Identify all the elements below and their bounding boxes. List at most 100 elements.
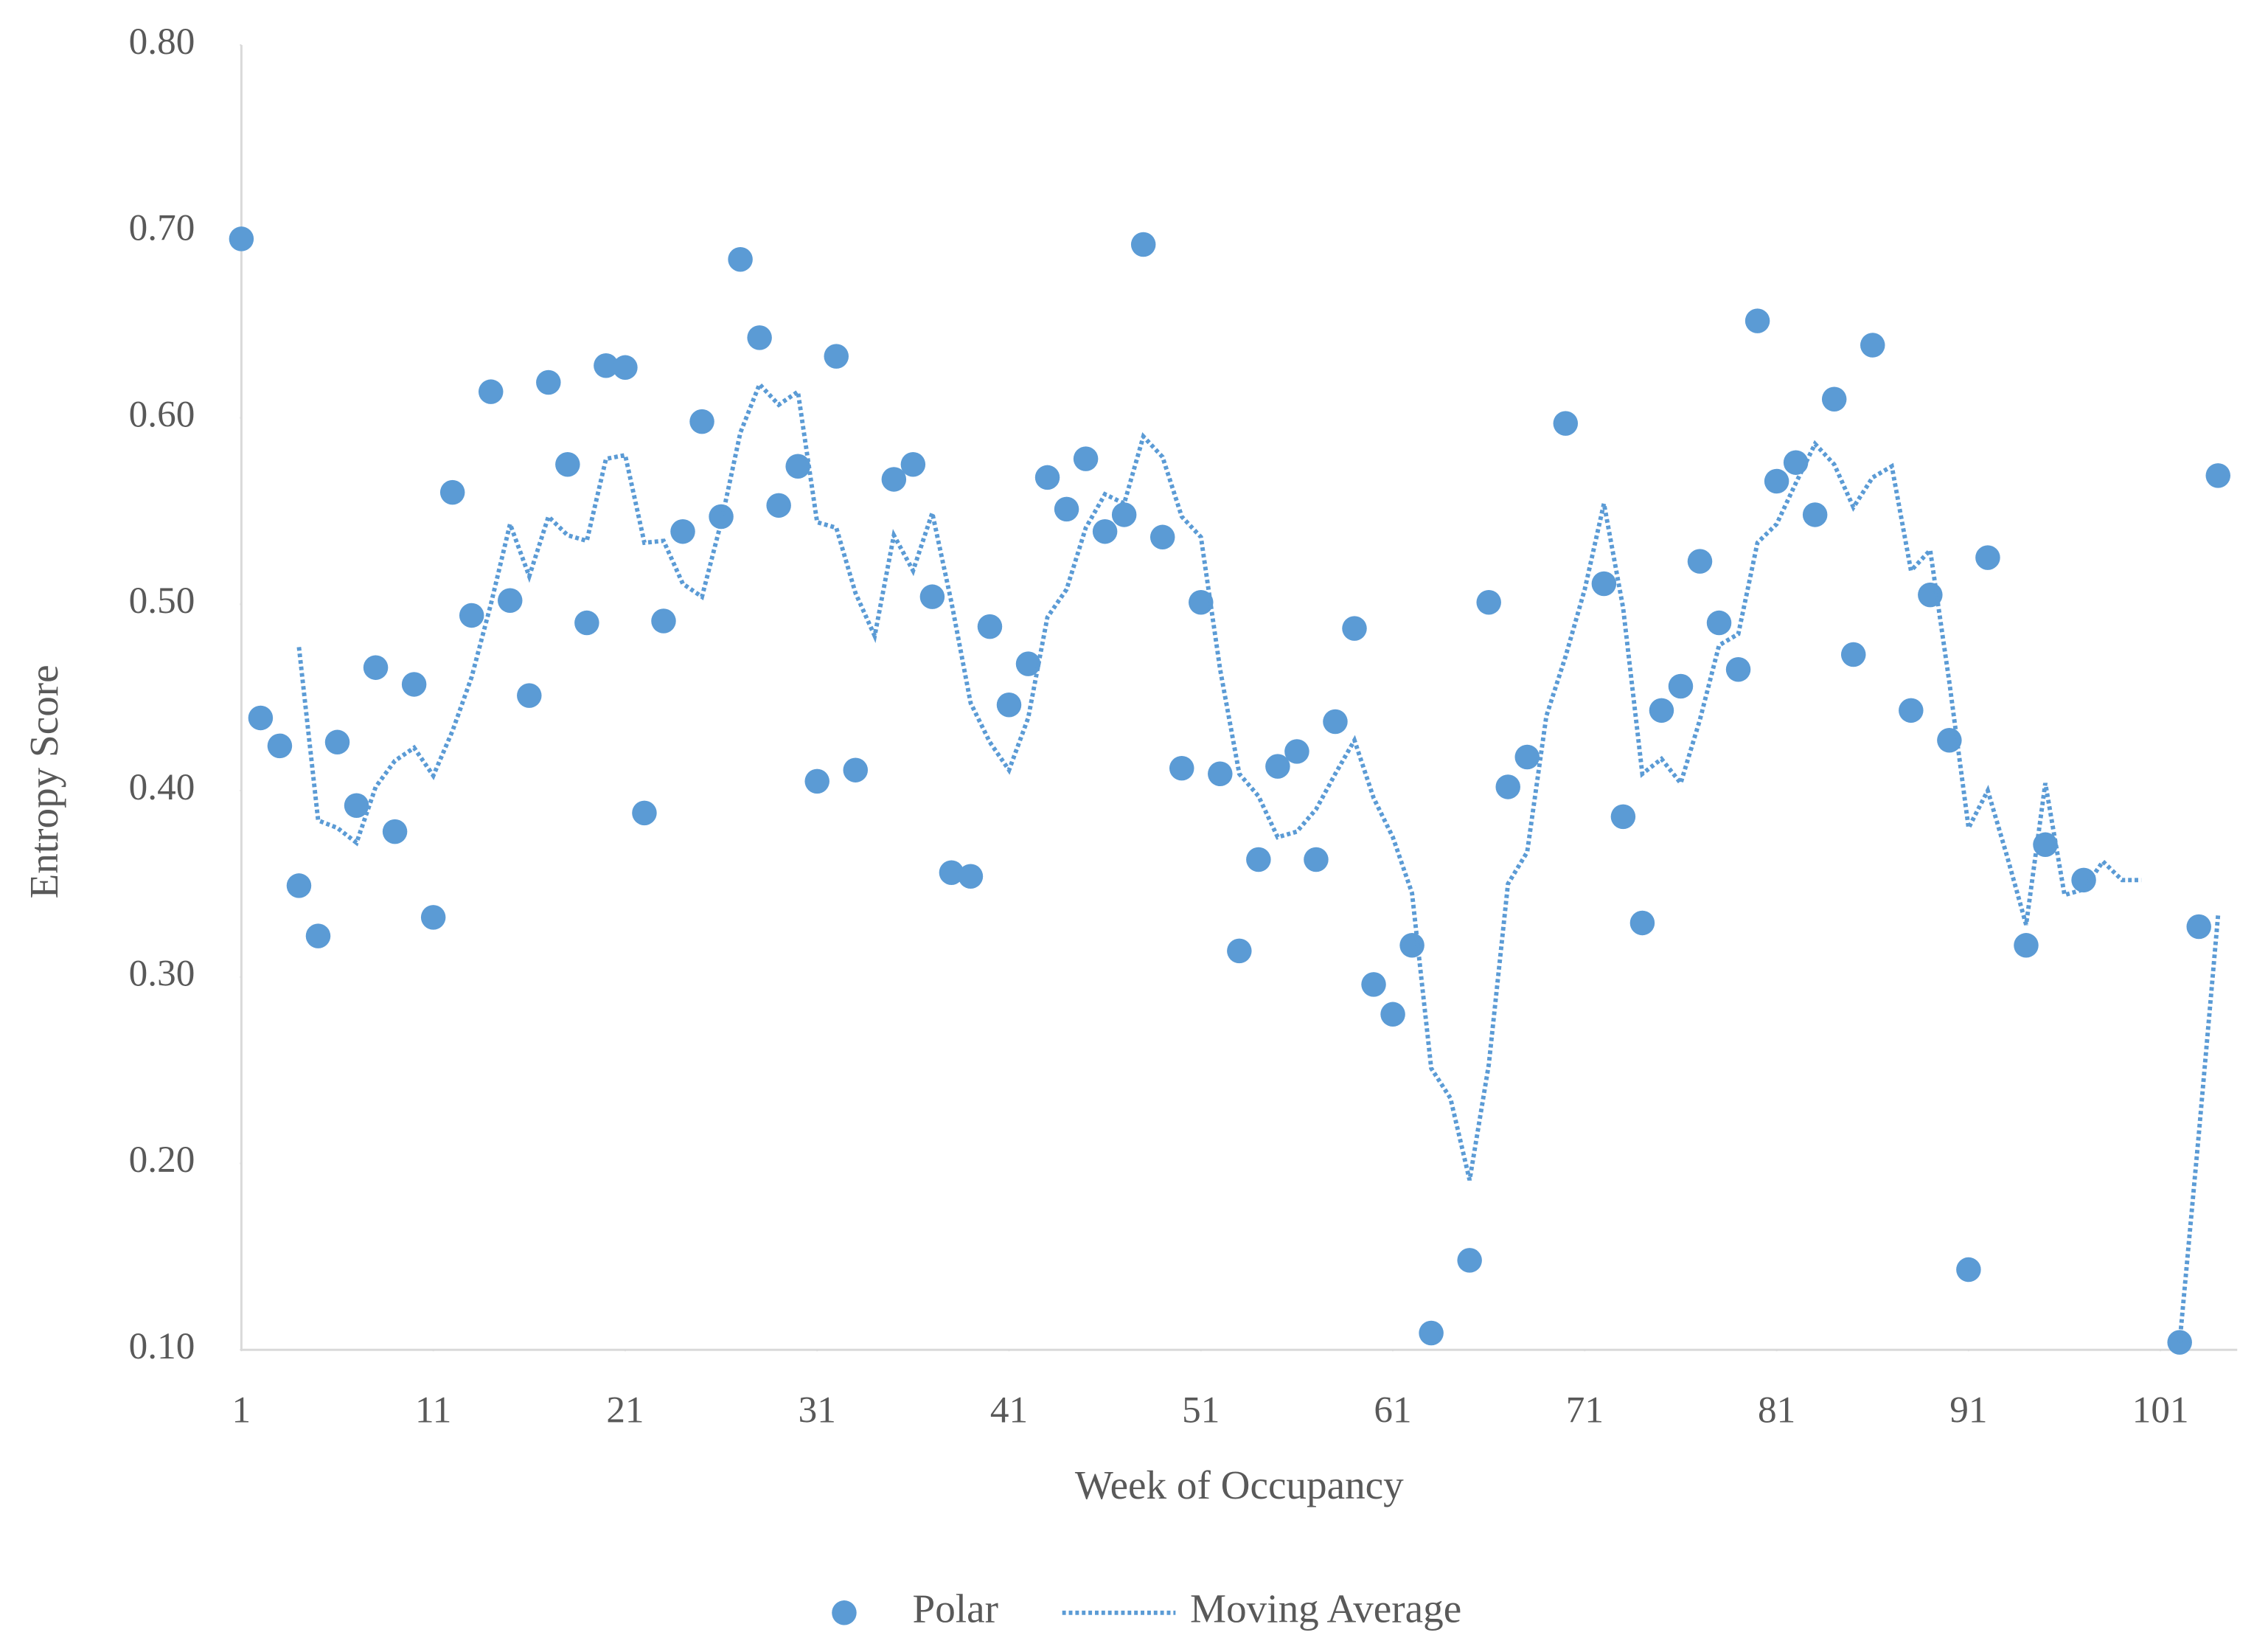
data-point xyxy=(1802,502,1828,527)
data-point xyxy=(1457,1248,1482,1273)
data-point xyxy=(1092,518,1118,544)
data-point xyxy=(1899,698,1924,723)
data-point xyxy=(958,864,984,889)
data-point xyxy=(1764,468,1789,494)
data-point xyxy=(651,608,676,634)
data-point xyxy=(1323,709,1348,735)
data-point xyxy=(1840,642,1866,667)
data-point xyxy=(1304,847,1329,872)
data-point xyxy=(843,757,869,782)
legend-label: Moving Average xyxy=(1190,1586,1461,1631)
data-point xyxy=(420,905,446,930)
data-point xyxy=(996,693,1022,718)
data-point xyxy=(1130,232,1156,257)
data-point xyxy=(632,800,657,826)
data-point xyxy=(555,451,580,477)
data-point xyxy=(305,923,331,948)
data-point xyxy=(1495,774,1520,799)
data-point xyxy=(1189,590,1214,615)
data-point xyxy=(804,768,829,794)
data-point xyxy=(824,344,849,369)
data-point xyxy=(613,355,638,381)
data-point xyxy=(1514,744,1540,770)
data-point xyxy=(1668,673,1694,699)
data-point xyxy=(498,588,523,613)
data-point xyxy=(1821,386,1847,412)
y-tick-label: 0.70 xyxy=(129,207,195,249)
data-point xyxy=(1054,496,1079,522)
data-point xyxy=(728,246,753,272)
data-point xyxy=(1687,549,1713,574)
data-point xyxy=(2033,832,2058,858)
y-tick-label: 0.60 xyxy=(129,393,195,435)
data-point xyxy=(229,226,254,251)
y-tick-label: 0.10 xyxy=(129,1325,195,1367)
data-point xyxy=(1706,610,1732,636)
data-point xyxy=(1956,1257,1981,1283)
data-point xyxy=(401,672,427,697)
data-point xyxy=(1169,755,1194,781)
y-axis-title: Entropy Score xyxy=(21,664,66,898)
data-point xyxy=(1246,847,1271,872)
y-tick-label: 0.50 xyxy=(129,580,195,622)
data-point xyxy=(2071,867,2096,893)
data-point xyxy=(459,603,484,628)
data-point xyxy=(344,793,369,818)
x-tick-label: 71 xyxy=(1566,1389,1604,1431)
data-point xyxy=(670,518,695,544)
x-tick-label: 41 xyxy=(990,1389,1028,1431)
x-tick-label: 81 xyxy=(1758,1389,1795,1431)
data-point xyxy=(747,325,772,350)
data-point xyxy=(1419,1320,1444,1346)
data-point xyxy=(1918,582,1943,608)
data-point xyxy=(2205,463,2231,488)
x-tick-label: 1 xyxy=(232,1389,251,1431)
data-point xyxy=(439,479,465,505)
data-point xyxy=(2186,914,2211,940)
data-point xyxy=(1745,308,1770,333)
data-point xyxy=(785,454,810,479)
data-point xyxy=(900,451,926,477)
data-point xyxy=(1610,804,1636,830)
data-point xyxy=(478,379,504,404)
y-tick-label: 0.40 xyxy=(129,766,195,808)
data-point xyxy=(1783,450,1809,475)
data-point xyxy=(1975,545,2000,570)
y-tick-label: 0.80 xyxy=(129,21,195,63)
data-point xyxy=(1553,411,1579,436)
data-point xyxy=(2014,933,2039,958)
data-point xyxy=(286,873,312,898)
data-point xyxy=(709,504,734,530)
data-point xyxy=(1649,698,1674,723)
x-tick-label: 101 xyxy=(2132,1389,2189,1431)
data-point xyxy=(267,733,293,759)
data-point xyxy=(939,860,964,885)
data-point xyxy=(1380,1002,1405,1027)
y-tick-label: 0.20 xyxy=(129,1139,195,1181)
x-tick-label: 21 xyxy=(606,1389,644,1431)
data-point xyxy=(1034,465,1060,490)
data-point xyxy=(1149,524,1175,550)
moving-average-line xyxy=(296,380,2221,1343)
data-point xyxy=(248,705,274,731)
x-tick-label: 11 xyxy=(415,1389,451,1431)
data-point xyxy=(517,683,542,708)
x-tick-label: 31 xyxy=(799,1389,836,1431)
data-point xyxy=(1265,754,1290,779)
data-point xyxy=(1208,761,1233,787)
x-tick-label: 51 xyxy=(1182,1389,1220,1431)
data-point xyxy=(1361,972,1386,997)
data-point xyxy=(1860,333,1885,358)
data-point xyxy=(574,610,599,636)
data-point xyxy=(1227,938,1252,964)
data-point xyxy=(766,493,791,518)
x-tick-label: 91 xyxy=(1949,1389,1987,1431)
data-point xyxy=(689,409,714,434)
data-point xyxy=(536,369,561,395)
y-tick-label: 0.30 xyxy=(129,952,195,994)
data-point xyxy=(1111,502,1137,527)
data-point xyxy=(1015,651,1041,676)
data-point xyxy=(1591,571,1617,597)
